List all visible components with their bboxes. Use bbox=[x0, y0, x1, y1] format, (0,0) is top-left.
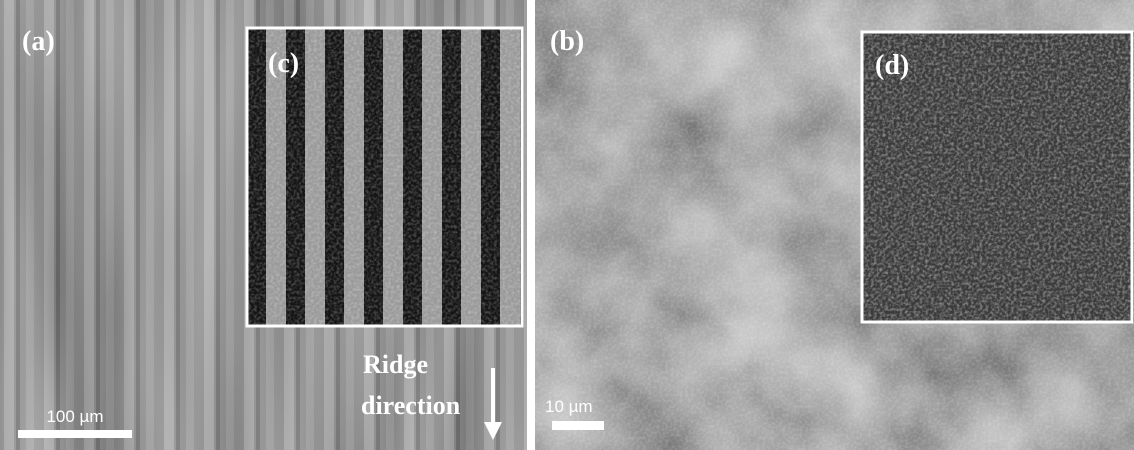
inset-label: (d) bbox=[875, 50, 909, 81]
page: {"panels": [ {"label": "(a)", "scale_bar… bbox=[0, 0, 1134, 450]
panel-label: (b) bbox=[550, 26, 584, 57]
scale-bar bbox=[18, 430, 132, 438]
figure: (a) (c) 100 µm Ridge direction (b) (d) 1… bbox=[0, 0, 1134, 450]
panel-b: (b) (d) 10 µm bbox=[535, 0, 1134, 450]
scale-bar-label: 100 µm bbox=[46, 407, 103, 426]
inset-label: (c) bbox=[268, 48, 299, 79]
annotation: direction bbox=[361, 391, 461, 420]
scale-bar bbox=[552, 421, 604, 430]
panel-label: (a) bbox=[22, 26, 55, 57]
scale-bar-label: 10 µm bbox=[545, 397, 593, 416]
panel-a: (a) (c) 100 µm Ridge direction bbox=[0, 0, 527, 450]
annotation: Ridge bbox=[363, 350, 428, 379]
